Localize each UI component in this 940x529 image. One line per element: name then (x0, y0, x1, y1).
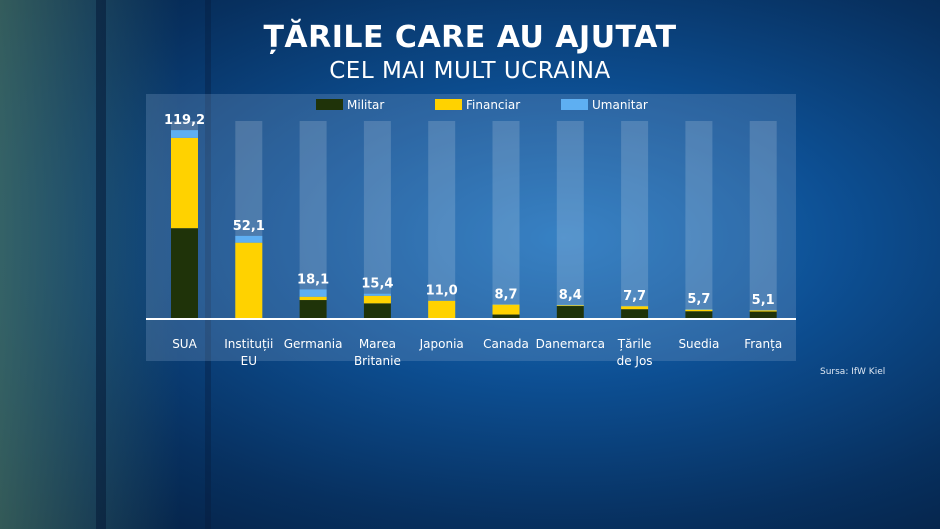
bar-value-label: 119,2 (164, 113, 205, 128)
bar-segment-financiar (621, 306, 649, 310)
category-label-line: EU (241, 354, 257, 368)
category-label-line: Canada (483, 337, 529, 351)
bar-value-label: 18,1 (297, 272, 329, 287)
legend-swatch (435, 99, 462, 110)
bar-segment-financiar (428, 300, 456, 318)
category-label: Franța (744, 337, 782, 351)
bar-segment-militar (685, 311, 713, 318)
background-stripe (96, 0, 106, 529)
bar-segment-financiar (492, 304, 520, 315)
legend-swatch (316, 99, 343, 110)
bar-segment-financiar (363, 295, 391, 304)
bar-track (685, 121, 713, 318)
category-label: SUA (172, 337, 197, 351)
category-label-line: Instituții (224, 337, 273, 351)
category-label-line: Marea (359, 337, 396, 351)
category-label-line: Suedia (678, 337, 719, 351)
bar-segment-financiar (749, 310, 777, 312)
bar-value-label: 5,1 (752, 293, 775, 308)
category-label: Germania (284, 337, 343, 351)
category-label: Canada (483, 337, 529, 351)
bar-track (556, 121, 584, 318)
bar-segment-umanitar (363, 293, 391, 296)
bar-segment-militar (171, 228, 198, 318)
bar-track (363, 121, 391, 318)
bar-segment-militar (556, 306, 584, 318)
bar-track (299, 121, 327, 318)
category-label: Japonia (419, 337, 464, 351)
background-stripe (205, 0, 211, 529)
category-label-line: Țările (617, 337, 652, 351)
bar-segment-financiar (171, 137, 198, 229)
legend-label: Umanitar (592, 98, 648, 112)
legend-label: Financiar (466, 98, 520, 112)
legend-swatch (561, 99, 588, 110)
background-light-beam (0, 0, 180, 529)
category-label-line: Danemarca (536, 337, 605, 351)
legend-item: Militar (316, 98, 384, 112)
bar-value-label: 8,7 (494, 287, 517, 302)
bar-track (428, 121, 456, 318)
category-label: Instituții EU (224, 337, 273, 368)
bar-segment-militar (492, 314, 520, 318)
source-label: Sursa: IfW Kiel (820, 367, 886, 377)
legend-item: Umanitar (561, 98, 648, 112)
category-label: Marea Britanie (354, 337, 401, 368)
category-label-line: SUA (172, 337, 197, 351)
bar-segment-financiar (299, 296, 327, 301)
bar-value-label: 7,7 (623, 289, 646, 304)
category-label-line: Germania (284, 337, 343, 351)
category-label: Țările de Jos (617, 337, 653, 368)
bar-segment-financiar (685, 309, 713, 312)
bar-track (492, 121, 520, 318)
category-label-line: de Jos (617, 354, 653, 368)
category-label-line: Franța (744, 337, 782, 351)
bar-segment-umanitar (299, 289, 327, 297)
legend-item: Financiar (435, 98, 520, 112)
chart-title-line2: CEL MAI MULT UCRAINA (329, 58, 611, 84)
bar-value-label: 8,4 (559, 288, 582, 303)
legend-label: Militar (347, 98, 384, 112)
chart-title-line1: ȚĂRILE CARE AU AJUTAT (263, 20, 677, 55)
bar-segment-militar (299, 300, 327, 318)
bar-value-label: 15,4 (361, 277, 393, 292)
bar-value-label: 11,0 (426, 284, 458, 299)
bar-segment-militar (363, 303, 391, 318)
category-label: Suedia (678, 337, 719, 351)
category-label: Danemarca (536, 337, 605, 351)
bar-segment-umanitar (685, 309, 713, 310)
bar-segment-umanitar (235, 235, 263, 243)
bar-value-label: 52,1 (233, 219, 265, 234)
bar-track (749, 121, 777, 318)
bar-value-label: 5,7 (687, 292, 710, 307)
category-label-line: Britanie (354, 354, 401, 368)
bar-segment-financiar (556, 305, 584, 307)
bar-track (621, 121, 649, 318)
bar-segment-militar (621, 309, 649, 318)
bar-segment-militar (749, 311, 777, 318)
category-label-line: Japonia (419, 337, 464, 351)
bar-segment-umanitar (171, 130, 198, 138)
bar-segment-financiar (235, 242, 263, 318)
